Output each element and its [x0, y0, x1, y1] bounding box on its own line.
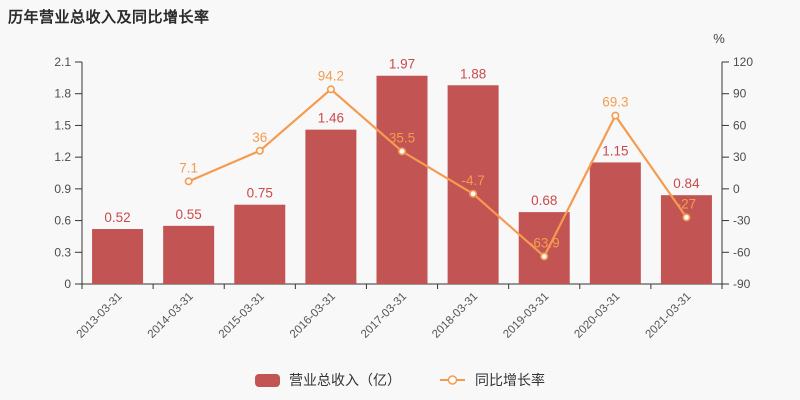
left-axis-tick-label: 0.6 [54, 214, 71, 228]
right-axis-tick-label: 120 [733, 55, 753, 69]
left-axis-tick-label: 0.3 [54, 245, 71, 259]
right-axis-tick-label: -60 [733, 245, 751, 259]
growth-point-label: 36 [252, 130, 267, 145]
right-axis-tick-label: -30 [733, 214, 751, 228]
revenue-bar[interactable] [92, 229, 144, 284]
right-axis-tick-label: 60 [733, 118, 747, 132]
right-axis-unit-label: % [713, 31, 725, 46]
growth-point[interactable] [326, 85, 335, 94]
revenue-bar[interactable] [163, 225, 215, 284]
revenue-bar[interactable] [234, 204, 286, 284]
legend-label-growth: 同比增长率 [475, 372, 545, 388]
growth-line [188, 88, 688, 258]
bar-value-label: 0.84 [673, 176, 700, 191]
revenue-bar[interactable] [589, 162, 641, 284]
x-axis-label: 2015-03-31 [217, 291, 267, 341]
legend: 营业总收入（亿） 同比增长率 [0, 367, 800, 393]
chart-title: 历年营业总收入及同比增长率 [8, 9, 210, 26]
growth-point-label: 35.5 [389, 130, 415, 145]
revenue-bar[interactable] [660, 195, 712, 284]
x-axis-label: 2020-03-31 [572, 291, 622, 341]
right-axis-tick-label: -90 [733, 277, 751, 291]
growth-point[interactable] [255, 146, 264, 155]
left-axis-tick-label: 1.8 [54, 87, 71, 101]
growth-point[interactable] [611, 111, 620, 120]
x-axis-label: 2016-03-31 [288, 291, 338, 341]
right-axis-tick-label: 30 [733, 150, 747, 164]
bar-value-label: 1.88 [460, 66, 486, 81]
left-axis-tick-label: 0 [64, 277, 71, 291]
right-axis-tick-label: 0 [733, 182, 740, 196]
growth-point[interactable] [469, 189, 478, 198]
legend-item-revenue[interactable]: 营业总收入（亿） [255, 370, 401, 390]
growth-point[interactable] [184, 177, 193, 186]
line-swatch-icon [440, 375, 465, 385]
growth-point-label: 69.3 [602, 95, 628, 110]
bar-swatch-icon [255, 373, 280, 387]
growth-point-label: 94.2 [318, 68, 344, 83]
growth-point-label: -4.7 [461, 173, 484, 188]
left-axis-tick-label: 2.1 [54, 55, 71, 69]
x-axis-label: 2017-03-31 [359, 291, 409, 341]
growth-point-label: 7.1 [179, 160, 198, 175]
bar-value-label: 0.68 [531, 193, 557, 208]
bar-value-label: 0.52 [104, 210, 130, 225]
bar-value-label: 0.55 [176, 207, 202, 222]
right-axis-tick-label: 90 [733, 87, 747, 101]
x-axis-label: 2013-03-31 [75, 291, 125, 341]
bar-value-label: 0.75 [247, 186, 273, 201]
growth-point-label: -27 [677, 196, 697, 211]
bar-value-label: 1.46 [318, 111, 344, 126]
growth-point[interactable] [540, 252, 549, 261]
left-axis-tick-label: 1.5 [54, 118, 71, 132]
x-axis-label: 2021-03-31 [643, 291, 693, 341]
revenue-bar[interactable] [305, 129, 357, 284]
left-axis-tick-label: 0.9 [54, 182, 71, 196]
legend-label-revenue: 营业总收入（亿） [289, 372, 401, 388]
legend-item-growth[interactable]: 同比增长率 [439, 370, 545, 390]
growth-point-label: -63.9 [529, 235, 560, 250]
x-axis-label: 2018-03-31 [430, 291, 480, 341]
x-axis-label: 2014-03-31 [146, 291, 196, 341]
left-axis-tick-label: 1.2 [54, 150, 71, 164]
chart-plot: 0 0.3 0.6 0.9 1.2 1.5 1.8 2.1 -90 -60 -30 0 30 60 90 12… [54, 55, 753, 341]
x-axis-label: 2019-03-31 [501, 291, 551, 341]
bar-value-label: 1.97 [389, 57, 415, 72]
growth-point[interactable] [397, 147, 406, 156]
growth-point[interactable] [682, 213, 691, 222]
bar-value-label: 1.15 [602, 143, 628, 158]
revenue-bar[interactable] [376, 75, 428, 284]
